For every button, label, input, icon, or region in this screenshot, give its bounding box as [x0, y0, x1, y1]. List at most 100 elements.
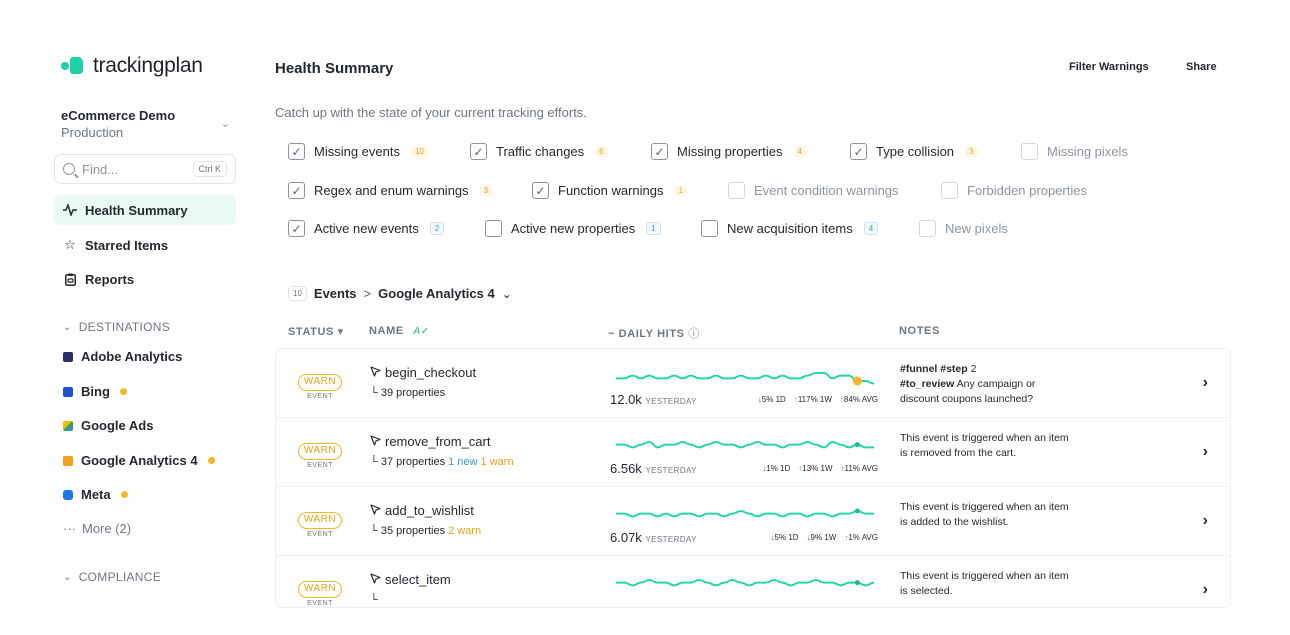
trend-w1: ↑13% 1W: [798, 464, 832, 473]
filter-count-badge: 1: [646, 222, 661, 235]
event-row[interactable]: WARN EVENT add_to_wishlist └ 35 properties …: [276, 487, 1230, 556]
breadcrumb-section[interactable]: Events: [313, 286, 357, 301]
tree-branch-icon: └: [370, 594, 378, 606]
filter-checkbox[interactable]: [701, 220, 718, 237]
trend-w1: ↑117% 1W: [794, 395, 832, 404]
column-header-daily-hits[interactable]: ~ DAILY HITS ⓘ: [608, 328, 700, 340]
share-button[interactable]: Share: [1186, 61, 1217, 73]
nav-item-starred-items[interactable]: ☆ Starred Items: [54, 230, 236, 260]
chevron-down-icon[interactable]: ⌄: [501, 286, 512, 301]
new-properties: 1 new: [445, 456, 478, 468]
compliance-toggle[interactable]: ⌄ COMPLIANCE: [63, 570, 161, 584]
filter-checkbox[interactable]: [1021, 143, 1038, 160]
filter-checkbox[interactable]: ✓: [288, 182, 305, 199]
filter-traffic-changes[interactable]: ✓ Traffic changes 6: [470, 143, 608, 160]
clipboard-icon: [63, 272, 77, 286]
workspace-selector[interactable]: eCommerce Demo Production ⌄: [61, 108, 236, 140]
destination-label: Google Ads: [81, 418, 154, 433]
chevron-right-icon[interactable]: ›: [1202, 581, 1208, 598]
trend-arrow-icon: ↑: [793, 395, 798, 404]
filter-checkbox[interactable]: [941, 182, 958, 199]
warn-properties: 1 warn: [477, 456, 514, 468]
filter-missing-properties[interactable]: ✓ Missing properties 4: [651, 143, 806, 160]
breadcrumb-destination[interactable]: Google Analytics 4: [378, 286, 495, 301]
filter-checkbox[interactable]: ✓: [288, 220, 305, 237]
trend-d1: ↓5% 1D: [771, 533, 799, 542]
filter-function-warnings[interactable]: ✓ Function warnings 1: [532, 182, 687, 199]
filter-active-new-events[interactable]: ✓ Active new events 2: [288, 220, 445, 237]
event-name[interactable]: remove_from_cart: [370, 434, 490, 449]
filter-checkbox[interactable]: ✓: [470, 143, 487, 160]
event-note[interactable]: This event is triggered when an item is …: [900, 500, 1070, 530]
filter-label: Traffic changes: [496, 144, 585, 159]
nav-item-health-summary[interactable]: Health Summary: [54, 195, 236, 225]
filter-checkbox[interactable]: ✓: [532, 182, 549, 199]
filter-active-new-properties[interactable]: Active new properties 1: [485, 220, 661, 237]
breadcrumb-separator: >: [363, 286, 372, 301]
filter-checkbox[interactable]: ✓: [651, 143, 668, 160]
filter-checkbox[interactable]: ✓: [288, 143, 305, 160]
column-header-notes: NOTES: [899, 325, 940, 337]
column-header-name[interactable]: NAME A✓: [369, 325, 430, 337]
destination-adobe-analytics[interactable]: Adobe Analytics: [63, 349, 182, 364]
event-properties: └ 39 properties: [370, 387, 445, 399]
filter-count-badge: 1: [674, 185, 687, 196]
more-destinations-button[interactable]: ··· More (2): [63, 521, 131, 536]
status-badge: WARN: [298, 581, 342, 598]
event-note[interactable]: This event is triggered when an item is …: [900, 569, 1070, 599]
filter-new-pixels[interactable]: New pixels: [919, 220, 1008, 237]
event-row[interactable]: WARN EVENT select_item └ This event is trig…: [276, 556, 1230, 607]
filter-label: Missing properties: [677, 144, 783, 159]
event-row[interactable]: WARN EVENT remove_from_cart └ 37 properties…: [276, 418, 1230, 487]
destination-google-ads[interactable]: Google Ads: [63, 418, 153, 433]
filter-missing-pixels[interactable]: Missing pixels: [1021, 143, 1128, 160]
nav-item-reports[interactable]: Reports: [54, 264, 236, 294]
trend-arrow-icon: ↓: [757, 395, 762, 404]
destination-bing[interactable]: Bing: [63, 384, 127, 399]
daily-hits-value: 6.07k YESTERDAY: [610, 530, 697, 545]
event-row[interactable]: WARN EVENT begin_checkout └ 39 properties 12…: [276, 349, 1230, 418]
chevron-right-icon[interactable]: ›: [1202, 374, 1208, 391]
event-name[interactable]: select_item: [370, 572, 451, 587]
chevron-right-icon[interactable]: ›: [1202, 512, 1208, 529]
event-name[interactable]: begin_checkout: [370, 365, 476, 380]
destination-meta[interactable]: Meta: [63, 487, 128, 502]
destinations-toggle[interactable]: ⌄ DESTINATIONS: [63, 320, 170, 334]
daily-hits-sparkline: [616, 372, 875, 386]
column-header-status[interactable]: STATUS ▾: [288, 326, 344, 338]
filter-label: Active new events: [314, 221, 419, 236]
event-name-text: begin_checkout: [385, 365, 477, 380]
filter-checkbox[interactable]: ✓: [850, 143, 867, 160]
search-input[interactable]: Find... Ctrl K: [54, 154, 236, 184]
event-note[interactable]: This event is triggered when an item is …: [900, 431, 1070, 461]
event-name[interactable]: add_to_wishlist: [370, 503, 474, 518]
hits-number: 12.0k: [610, 392, 642, 407]
brand-logo[interactable]: trackingplan: [61, 54, 203, 78]
filter-label: Forbidden properties: [967, 183, 1087, 198]
filter-count-badge: 4: [863, 222, 879, 235]
filter-checkbox[interactable]: [485, 220, 502, 237]
filter-label: Active new properties: [511, 221, 636, 236]
filter-warnings-button[interactable]: Filter Warnings: [1069, 61, 1149, 73]
filter-count-badge: 2: [429, 222, 445, 235]
event-note[interactable]: #funnel #step 2 #to_review Any campaign o…: [900, 362, 1070, 407]
search-icon: [63, 163, 75, 175]
filter-event-condition-warnings[interactable]: Event condition warnings: [728, 182, 899, 199]
filter-type-collision[interactable]: ✓ Type collision 3: [850, 143, 978, 160]
destination-google-analytics-4[interactable]: Google Analytics 4: [63, 453, 215, 468]
chevron-right-icon[interactable]: ›: [1202, 443, 1208, 460]
filter-missing-events[interactable]: ✓ Missing events 10: [288, 143, 428, 160]
status-badge: WARN: [298, 512, 342, 529]
filter-regex-and-enum-warnings[interactable]: ✓ Regex and enum warnings 3: [288, 182, 493, 199]
note-text: Any campaign or discount coupons launche…: [900, 378, 1036, 405]
destination-label: Adobe Analytics: [81, 349, 183, 364]
filter-forbidden-properties[interactable]: Forbidden properties: [941, 182, 1087, 199]
cursor-icon: [370, 503, 381, 518]
nav-item-label: Starred Items: [85, 237, 169, 253]
filter-checkbox[interactable]: [728, 182, 745, 199]
note-text: This event is triggered when an item is …: [900, 501, 1069, 528]
filter-new-acquisition-items[interactable]: New acquisition items 4: [701, 220, 879, 237]
properties-count: 35 properties: [380, 525, 446, 537]
filter-checkbox[interactable]: [919, 220, 936, 237]
hits-number: 6.07k: [610, 530, 642, 545]
